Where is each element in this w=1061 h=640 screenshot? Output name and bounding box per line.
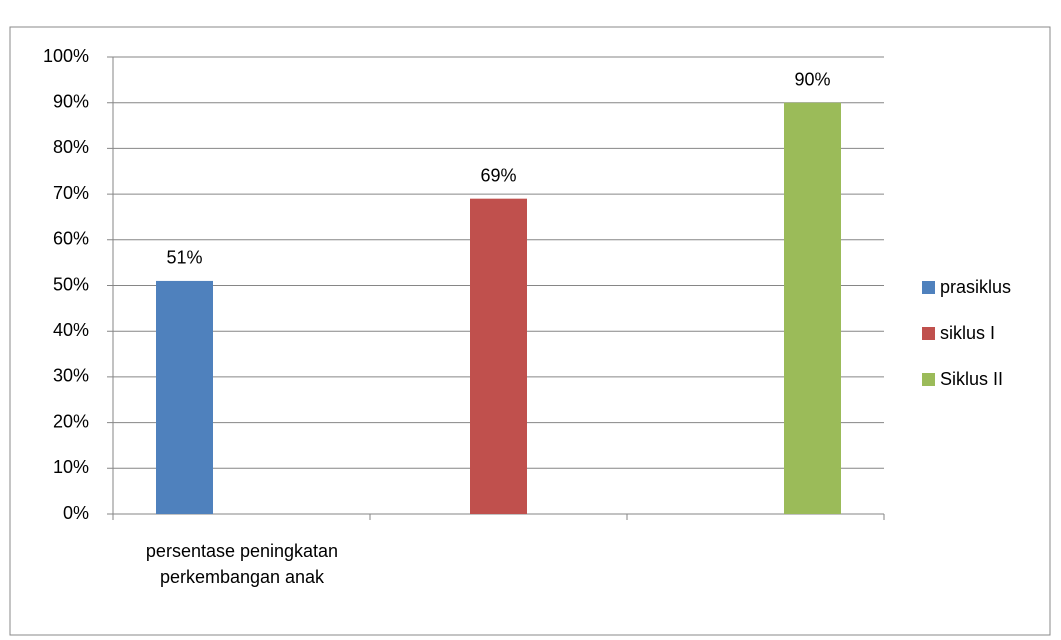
y-tick-label: 20% [53, 411, 89, 431]
y-tick-label: 100% [43, 46, 89, 66]
y-tick-label: 0% [63, 503, 89, 523]
data-label: 69% [480, 165, 516, 185]
data-label: 90% [794, 69, 830, 89]
y-tick-label: 80% [53, 137, 89, 157]
data-label: 51% [166, 248, 202, 268]
bar [156, 281, 213, 514]
y-tick-label: 10% [53, 457, 89, 477]
bar [470, 199, 527, 514]
legend-label: siklus I [940, 323, 995, 343]
bar [784, 103, 841, 514]
legend-swatch [922, 327, 935, 340]
y-tick-label: 70% [53, 183, 89, 203]
legend-label: Siklus II [940, 369, 1003, 389]
y-tick-label: 60% [53, 229, 89, 249]
y-tick-label: 50% [53, 274, 89, 294]
x-tick-label: persentase peningkatan perkembangan anak [142, 538, 342, 590]
y-tick-label: 40% [53, 320, 89, 340]
legend-swatch [922, 373, 935, 386]
y-tick-label: 90% [53, 91, 89, 111]
legend-swatch [922, 281, 935, 294]
page: 0% 10% 20% 30% 40% 50% 60% 70% 80% 90% 100% 51% pras… [0, 0, 1061, 640]
y-tick-label: 30% [53, 366, 89, 386]
legend-label: prasiklus [940, 277, 1011, 297]
